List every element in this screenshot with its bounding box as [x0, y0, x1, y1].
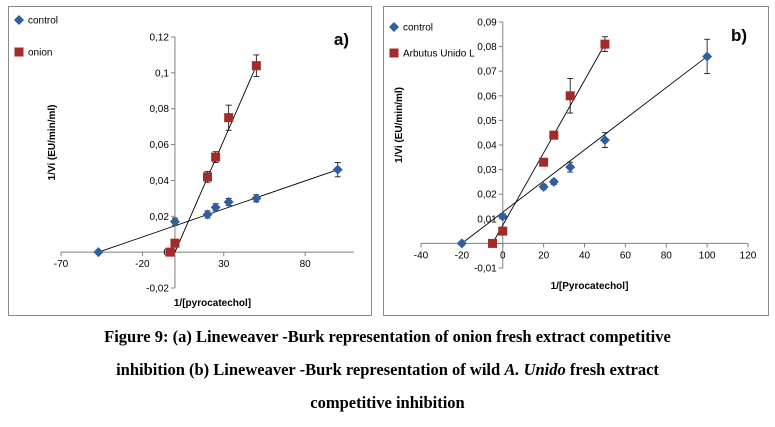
y-tick-label: 0,02	[477, 190, 497, 201]
control-data-point	[93, 247, 104, 258]
caption-line-2: inhibition (b) Lineweaver -Burk represen…	[0, 353, 775, 386]
control-data-point	[202, 209, 213, 220]
y-tick-label: 0,08	[477, 42, 497, 53]
x-tick-label: -40	[414, 250, 429, 261]
treatment-data-point	[224, 113, 234, 123]
caption-line-2-end: fresh extract	[565, 360, 659, 379]
control-data-point	[169, 216, 180, 227]
x-axis-label: 1/[pyrocatechol]	[174, 298, 251, 309]
x-tick-label: -70	[54, 259, 69, 270]
legend-label-control: control	[403, 23, 433, 34]
legend-marker-control	[14, 15, 24, 25]
treatment-data-point	[539, 157, 549, 167]
y-tick-label: 0,1	[155, 68, 169, 79]
treatment-data-point	[565, 91, 575, 101]
caption-line-3: competitive inhibition	[310, 393, 465, 412]
control-data-point	[223, 196, 234, 207]
chart-panel-a: -70-203080-0,0200,020,040,060,080,10,121…	[8, 6, 372, 316]
treatment-data-point	[600, 39, 610, 49]
treatment-data-point	[203, 172, 212, 182]
treatment-data-point	[488, 238, 498, 248]
caption-line-2-start: inhibition (b) Lineweaver -Burk represen…	[116, 360, 505, 379]
legend-label-treatment: Arbutus Unido L	[403, 49, 475, 60]
y-tick-label: 0,03	[477, 165, 497, 176]
y-tick-label: 0,09	[477, 18, 497, 29]
control-data-point	[456, 238, 467, 249]
control-data-point	[702, 51, 713, 62]
trendline-control	[461, 56, 708, 244]
chart-b-svg: -40-20020406080100120-0,0100,010,020,030…	[389, 18, 757, 292]
y-tick-label: 0,04	[477, 141, 497, 152]
x-tick-label: -20	[135, 259, 150, 270]
y-tick-label: 0,06	[477, 91, 497, 102]
treatment-data-point	[251, 61, 261, 71]
treatment-data-point	[498, 226, 508, 236]
x-axis-label: 1/[Pyrocatechol]	[551, 281, 629, 292]
treatment-data-point	[549, 130, 559, 140]
y-axis-label: 1/Vi (EU/min/ml)	[394, 87, 405, 163]
trendline-treatment	[492, 43, 606, 244]
control-data-point	[565, 162, 576, 173]
treatment-data-point	[211, 152, 221, 162]
chart-a-svg: -70-203080-0,0200,020,040,060,080,10,121…	[14, 15, 354, 309]
y-tick-label: 0,01	[477, 214, 497, 225]
x-tick-label: 80	[300, 259, 312, 270]
treatment-data-point	[170, 238, 180, 248]
panel-label: a)	[334, 30, 349, 49]
x-tick-label: 100	[699, 250, 716, 261]
y-tick-label: -0,02	[146, 284, 169, 295]
x-tick-label: 0	[500, 250, 506, 261]
x-tick-label: 40	[579, 250, 591, 261]
legend-label-treatment: onion	[28, 48, 52, 59]
caption-line-1: Figure 9: (a) Lineweaver -Burk represent…	[104, 327, 671, 346]
y-tick-label: -0,01	[474, 264, 497, 275]
x-tick-label: -20	[455, 250, 470, 261]
x-tick-label: 20	[538, 250, 550, 261]
y-tick-label: 0,05	[477, 116, 497, 127]
caption-species: A. Unido	[504, 360, 566, 379]
y-tick-label: 0,06	[149, 140, 169, 151]
y-tick-label: 0,07	[477, 67, 497, 78]
y-tick-label: 0,12	[149, 33, 169, 44]
control-data-point	[210, 202, 221, 213]
treatment-data-point	[165, 247, 175, 257]
legend-marker-treatment	[14, 47, 24, 57]
control-data-point	[251, 193, 262, 204]
y-tick-label: 0,02	[149, 212, 169, 223]
figure-caption: Figure 9: (a) Lineweaver -Burk represent…	[0, 320, 775, 419]
legend-marker-treatment	[389, 48, 399, 58]
y-tick-label: 0,04	[149, 176, 169, 187]
panel-label: b)	[731, 26, 747, 45]
control-data-point	[599, 135, 610, 146]
control-data-point	[332, 164, 343, 175]
legend-marker-control	[389, 22, 399, 32]
y-axis-label: 1/Vi (EU/min/ml)	[47, 105, 58, 181]
control-data-point	[538, 181, 549, 192]
legend-label-control: control	[28, 16, 58, 27]
x-tick-label: 80	[661, 250, 673, 261]
x-tick-label: 120	[740, 250, 757, 261]
control-data-point	[497, 211, 508, 222]
y-tick-label: 0,08	[149, 104, 169, 115]
chart-panel-b: -40-20020406080100120-0,0100,010,020,030…	[383, 6, 769, 316]
x-tick-label: 30	[218, 259, 230, 270]
x-tick-label: 60	[620, 250, 632, 261]
control-data-point	[548, 176, 559, 187]
